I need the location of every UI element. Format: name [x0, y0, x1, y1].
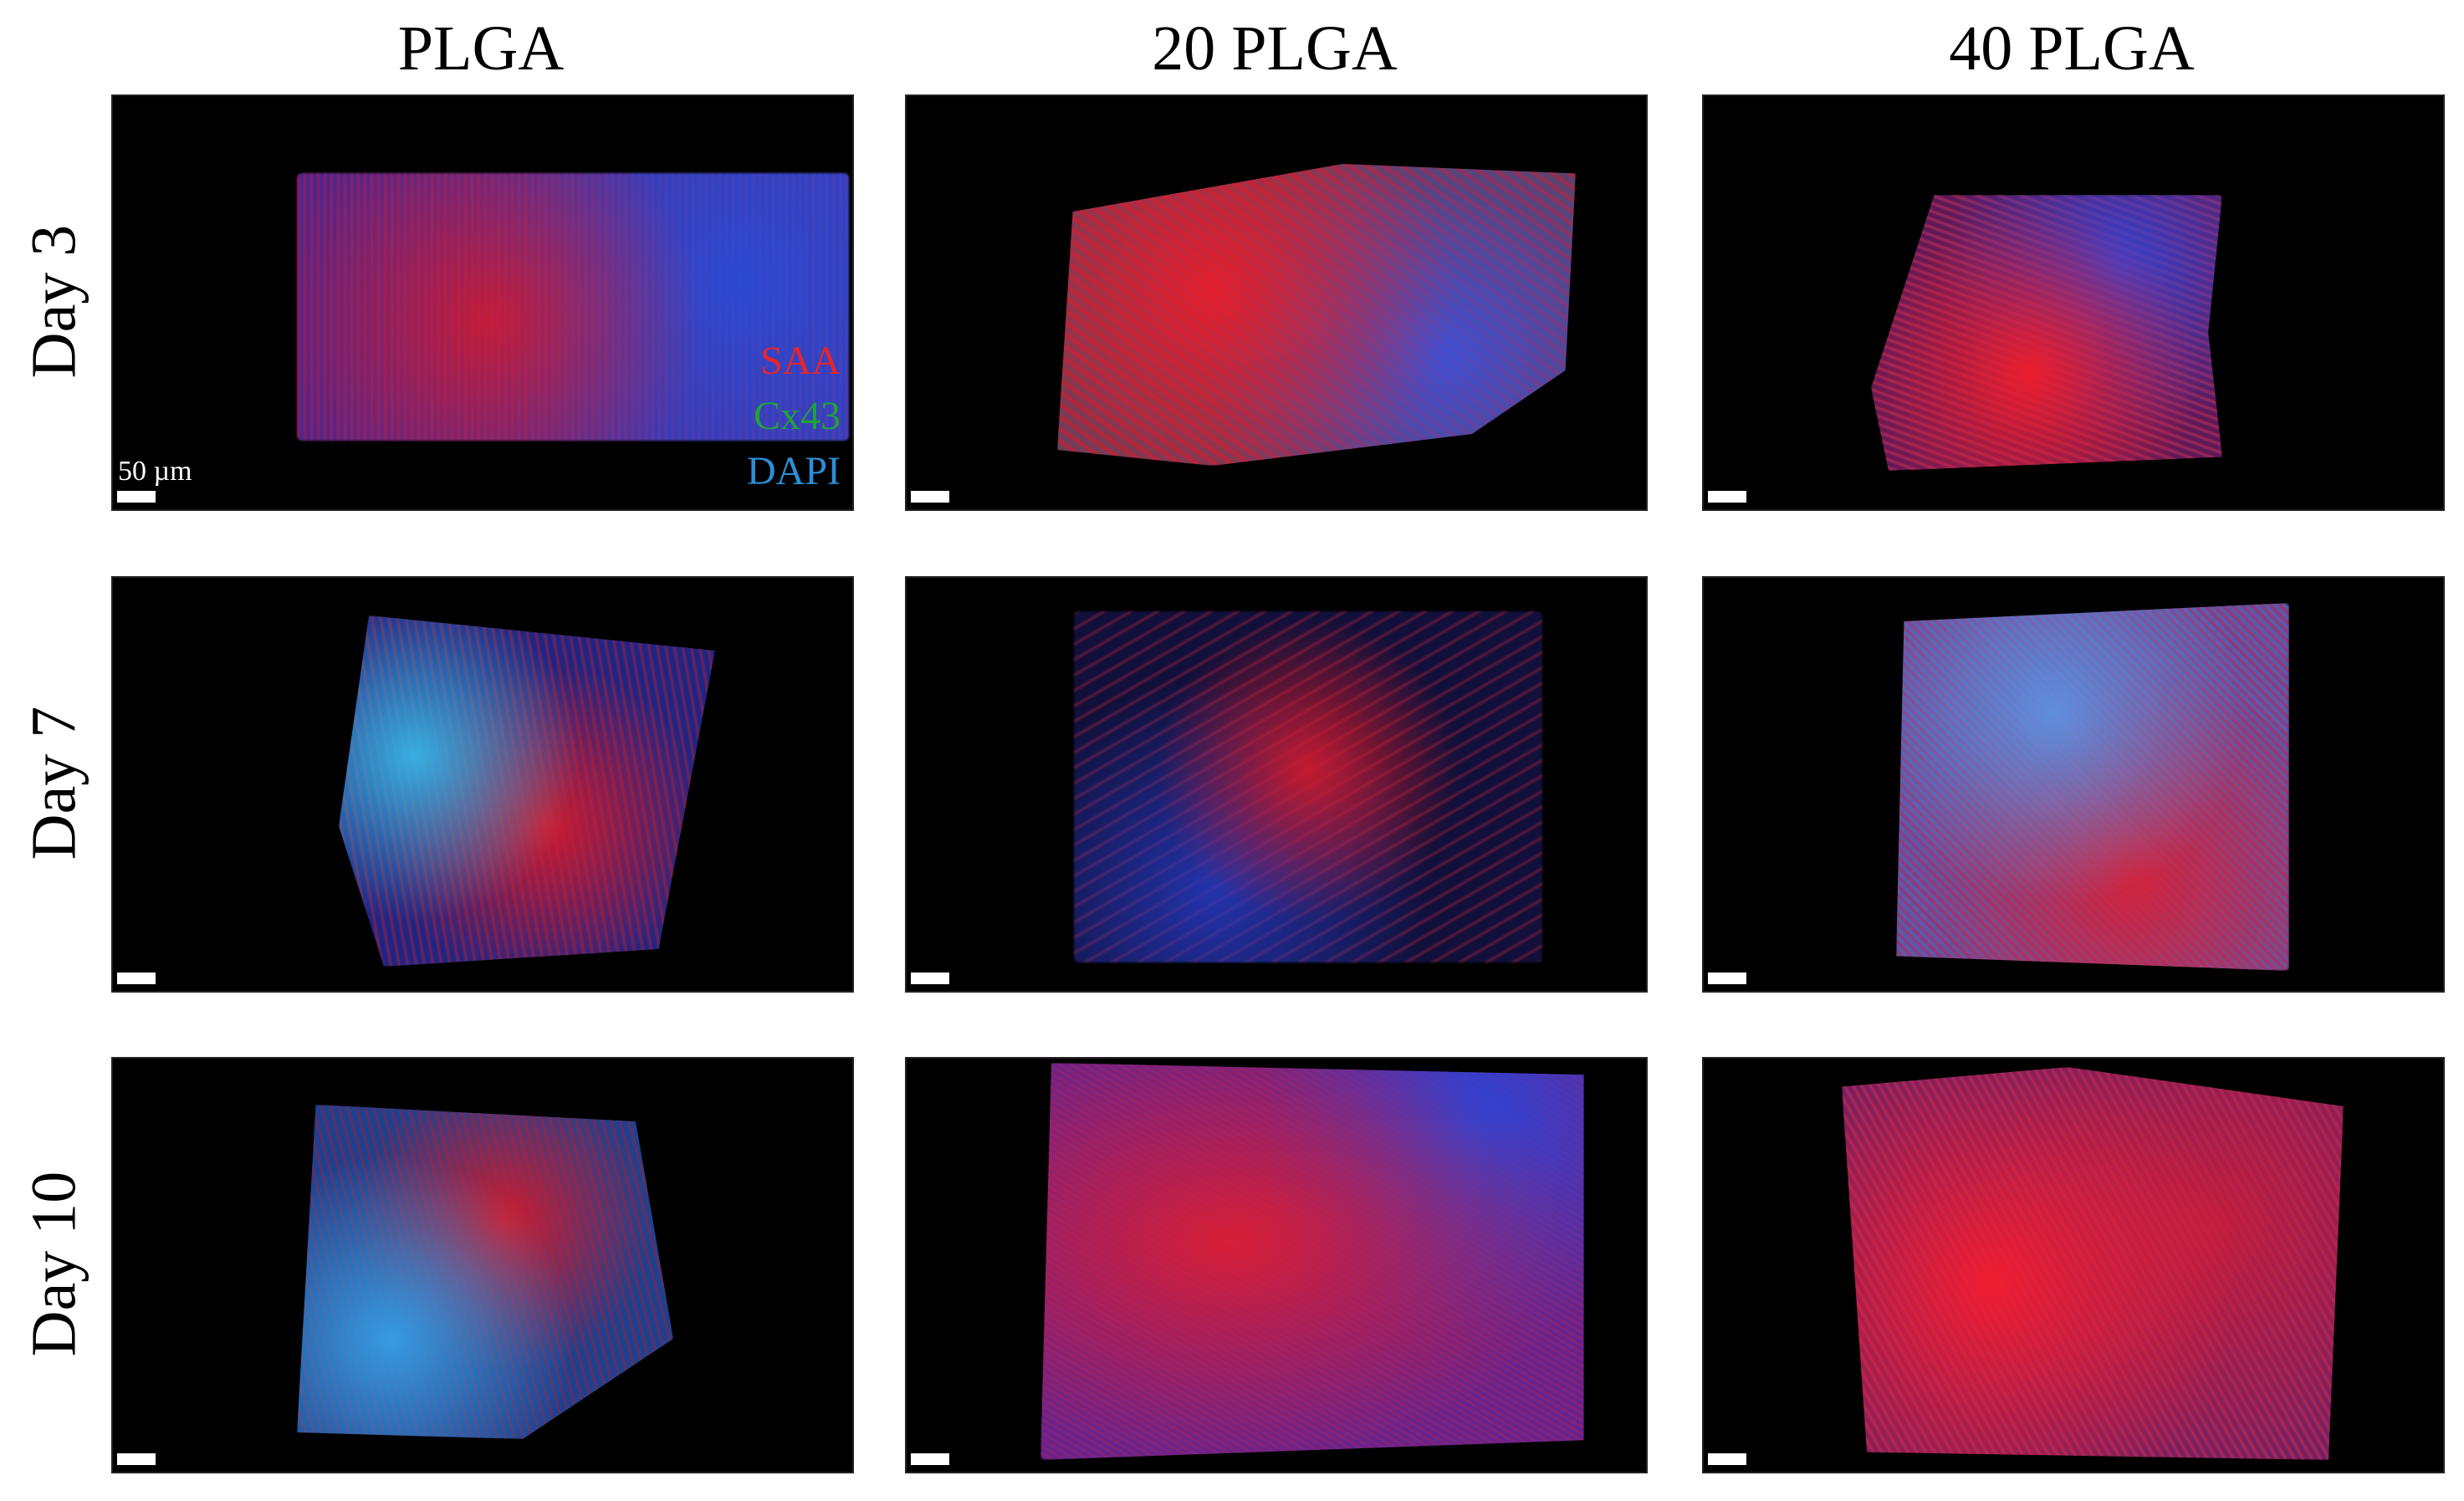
- tissue-region: [1871, 195, 2222, 471]
- scale-bar: [1708, 1453, 1746, 1465]
- channel-legend: SAA Cx43 DAPI: [747, 334, 841, 499]
- tissue-region: [1842, 1067, 2344, 1460]
- legend-saa: SAA: [759, 339, 841, 383]
- panel-40-plga-day-7: [1702, 576, 2445, 993]
- tissue-region: [1896, 603, 2289, 971]
- legend-dapi: DAPI: [746, 449, 841, 493]
- scale-bar: [911, 1453, 949, 1465]
- panel-plga-day-3: 50 µm SAA Cx43 DAPI: [111, 94, 854, 511]
- tissue-region: [1040, 1063, 1584, 1460]
- column-title-40-plga: 40 PLGA: [1949, 13, 2195, 84]
- panel-40-plga-day-10: [1702, 1057, 2445, 1473]
- scale-bar: [1708, 491, 1746, 503]
- panel-20-plga-day-3: [905, 94, 1648, 511]
- row-title-day-7: Day 7: [18, 706, 89, 860]
- panel-plga-day-10: [111, 1057, 854, 1473]
- legend-cx43: Cx43: [753, 394, 841, 438]
- panel-20-plga-day-7: [905, 576, 1648, 993]
- panel-40-plga-day-3: [1702, 94, 2445, 511]
- panel-20-plga-day-10: [905, 1057, 1648, 1473]
- scale-bar: [911, 973, 949, 984]
- scale-bar: [1708, 973, 1746, 984]
- column-title-plga: PLGA: [397, 13, 565, 84]
- scale-bar: [117, 973, 156, 984]
- scale-bar-label: 50 µm: [118, 456, 192, 487]
- row-title-day-3: Day 3: [18, 224, 89, 378]
- tissue-region: [1074, 611, 1542, 962]
- tissue-region: [297, 1105, 673, 1439]
- row-title-day-10: Day 10: [18, 1171, 89, 1356]
- scale-bar: [117, 491, 156, 503]
- panel-plga-day-7: [111, 576, 854, 993]
- tissue-region: [1057, 164, 1576, 466]
- scale-bar: [911, 491, 949, 503]
- tissue-region: [339, 615, 715, 967]
- scale-bar: [117, 1453, 156, 1465]
- tissue-region: [297, 173, 849, 441]
- column-title-20-plga: 20 PLGA: [1152, 13, 1398, 84]
